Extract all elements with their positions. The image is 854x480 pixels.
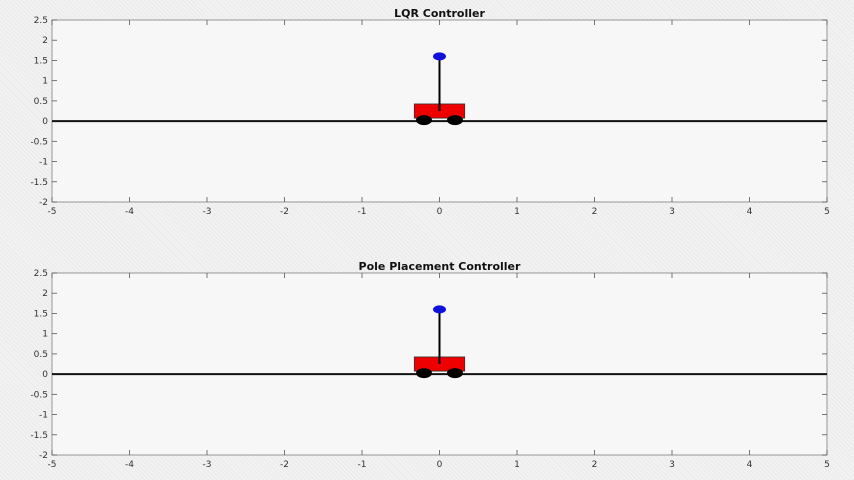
y-tick-label: -2 <box>39 198 48 208</box>
x-tick-label: 3 <box>669 460 675 470</box>
cart-wheel-left <box>416 115 432 126</box>
axes-pole-placement: Pole Placement Controller -5 -4 -3 -2 -1 0 1 2 3… <box>30 260 829 470</box>
x-tick-label: 4 <box>747 460 753 470</box>
x-tick-label: 4 <box>747 207 753 217</box>
y-tick-label: -0.5 <box>30 390 48 400</box>
y-tick-label: 2 <box>42 289 48 299</box>
y-tick-label: 2.5 <box>34 269 48 279</box>
y-tick-label: 1 <box>42 330 48 340</box>
x-tick-label: -1 <box>358 207 367 217</box>
y-tick-label: 1.5 <box>34 56 48 66</box>
cart <box>413 52 466 126</box>
y-tick-label: -1 <box>39 158 48 168</box>
x-tick-label: 5 <box>824 460 830 470</box>
x-tick-label: 1 <box>514 460 520 470</box>
cart-wheel-right <box>447 368 463 379</box>
cart-wheel-right <box>447 115 463 126</box>
y-tick-label: 2 <box>42 36 48 46</box>
x-tick-label: 3 <box>669 207 675 217</box>
y-tick-label: 0.5 <box>34 350 48 360</box>
x-tick-label: -4 <box>125 207 134 217</box>
pendulum-bob <box>433 305 446 314</box>
x-tick-label: 5 <box>824 207 830 217</box>
pendulum-bob <box>433 52 446 61</box>
x-tick-label: -3 <box>203 460 212 470</box>
y-tick-label: 0.5 <box>34 97 48 107</box>
x-tick-label: 2 <box>592 207 598 217</box>
y-tick-label: 2.5 <box>34 16 48 26</box>
y-tick-label: -0.5 <box>30 137 48 147</box>
x-tick-label: -5 <box>48 460 57 470</box>
x-tick-label: -3 <box>203 207 212 217</box>
cart-wheel-left <box>416 368 432 379</box>
x-tick-label: -5 <box>48 207 57 217</box>
x-tick-label: 0 <box>437 460 443 470</box>
y-tick-label: -1.5 <box>30 431 48 441</box>
y-tick-label: -1.5 <box>30 178 48 188</box>
x-tick-label: -2 <box>280 460 289 470</box>
x-ticks: -5 -4 -3 -2 -1 0 1 2 3 4 5 <box>48 273 830 470</box>
plot-title: LQR Controller <box>394 7 485 20</box>
y-tick-label: -2 <box>39 451 48 461</box>
y-tick-label: 0 <box>42 370 48 380</box>
x-tick-label: 2 <box>592 460 598 470</box>
plot-title: Pole Placement Controller <box>359 260 521 273</box>
x-ticks: -5 -4 -3 -2 -1 0 1 2 3 4 5 <box>48 20 830 217</box>
x-tick-label: 1 <box>514 207 520 217</box>
cart <box>413 305 466 379</box>
y-tick-label: 1 <box>42 77 48 87</box>
x-tick-label: -2 <box>280 207 289 217</box>
y-ticks: -2 -1.5 -1 -0.5 0 0.5 1 1.5 2 2.5 <box>30 16 827 208</box>
x-tick-label: -4 <box>125 460 134 470</box>
y-tick-label: 0 <box>42 117 48 127</box>
x-tick-label: -1 <box>358 460 367 470</box>
y-tick-label: 1.5 <box>34 309 48 319</box>
x-tick-label: 0 <box>437 207 443 217</box>
axes-lqr: LQR Controller -5 -4 -3 -2 -1 0 1 2 3 4 5 -2 -1.5 -1… <box>30 7 829 217</box>
y-tick-label: -1 <box>39 411 48 421</box>
